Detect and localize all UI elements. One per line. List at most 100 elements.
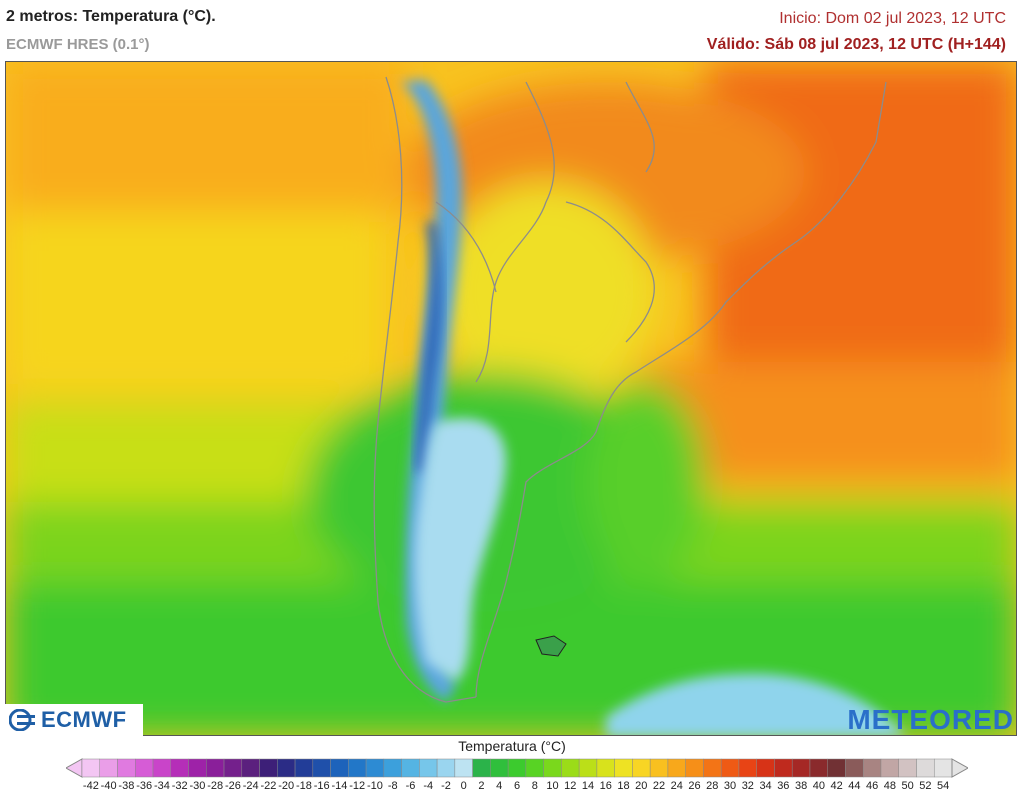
scale-swatch <box>206 758 225 778</box>
scale-swatch <box>312 758 331 778</box>
scale-swatch <box>543 758 562 778</box>
scale-tick-label: -16 <box>313 780 330 792</box>
init-time: Inicio: Dom 02 jul 2023, 12 UTC <box>779 10 1006 27</box>
scale-swatch <box>738 758 757 778</box>
scale-swatch <box>703 758 722 778</box>
scale-swatch <box>667 758 686 778</box>
meteored-logo: METEORED <box>847 704 1014 735</box>
scale-tick-label: 54 <box>936 780 950 792</box>
scale-swatch <box>685 758 704 778</box>
scale-swatch <box>188 758 207 778</box>
scale-swatch <box>578 758 598 778</box>
scale-swatch <box>472 758 491 778</box>
scale-swatch <box>81 758 101 778</box>
scale-tick-label: -32 <box>171 780 188 792</box>
scale-tick-label: 36 <box>777 780 790 792</box>
ecmwf-logo-text: ECMWF <box>41 707 127 732</box>
scale-tick-label: 22 <box>652 780 666 792</box>
scale-tick-label: -6 <box>405 780 416 792</box>
scale-arrow-high <box>951 758 968 778</box>
scale-swatch <box>294 758 314 778</box>
scale-tick-label: -10 <box>367 780 383 792</box>
scale-swatch <box>525 758 544 778</box>
scale-swatch <box>135 758 154 778</box>
scale-tick-label: -40 <box>100 780 117 792</box>
scale-swatch <box>99 758 118 778</box>
scale-swatch <box>614 758 633 778</box>
scale-tick-label: 20 <box>635 780 648 792</box>
scale-tick-label: 52 <box>919 780 932 792</box>
scale-swatch <box>223 758 243 778</box>
scale-swatch <box>401 758 420 778</box>
scale-tick-label: 40 <box>812 780 825 792</box>
scale-swatch <box>596 758 615 778</box>
scale-swatch <box>383 758 402 778</box>
scale-tick-label: 34 <box>759 780 772 792</box>
scale-tick-label: 4 <box>496 780 503 792</box>
scale-swatch <box>898 758 917 778</box>
scale-tick-label: 42 <box>830 780 843 792</box>
scale-tick-label: 16 <box>599 780 612 792</box>
scale-tick-label: 0 <box>460 780 467 792</box>
scale-swatch <box>933 758 953 778</box>
scale-swatch <box>774 758 793 778</box>
scale-swatch <box>845 758 864 778</box>
scale-tick-label: -24 <box>242 780 259 792</box>
color-scale-labels: -42 -40 -38 -36 -34 -32 -30 -28 -26 -24 -22 -20 -18-… <box>66 780 968 796</box>
scale-swatch <box>507 758 527 778</box>
scale-tick-label: -34 <box>153 780 170 792</box>
scale-swatch <box>330 758 349 778</box>
scale-tick-label: -12 <box>349 780 366 792</box>
scale-tick-label: -14 <box>331 780 348 792</box>
scale-swatch <box>419 758 438 778</box>
scale-tick-label: -2 <box>441 780 451 792</box>
scale-swatch <box>756 758 775 778</box>
scale-tick-label: 50 <box>901 780 914 792</box>
scale-swatch <box>916 758 935 778</box>
scale-tick-label: 8 <box>531 780 538 792</box>
scale-tick-label: -36 <box>136 780 153 792</box>
scale-tick-label: 46 <box>865 780 879 792</box>
scale-tick-label: 24 <box>670 780 683 792</box>
scale-swatch <box>454 758 473 778</box>
scale-tick-label: -4 <box>423 780 434 792</box>
scale-swatch <box>170 758 189 778</box>
scale-swatch <box>880 758 899 778</box>
scale-swatch <box>436 758 456 778</box>
scale-swatch <box>348 758 367 778</box>
scale-swatch <box>241 758 260 778</box>
scale-tick-label: 2 <box>478 780 485 792</box>
temperature-map <box>5 61 1017 736</box>
scale-tick-label: -20 <box>278 780 295 792</box>
scale-swatch <box>862 758 882 778</box>
scale-tick-label: 12 <box>564 780 577 792</box>
scale-swatch <box>277 758 296 778</box>
scale-tick-label: 38 <box>794 780 808 792</box>
scale-swatch <box>827 758 846 778</box>
scale-tick-label: 10 <box>546 780 559 792</box>
ecmwf-logo-icon <box>9 709 35 731</box>
scale-swatch <box>791 758 811 778</box>
ecmwf-logo: ECMWF <box>5 704 143 736</box>
scale-tick-label: 18 <box>617 780 630 792</box>
scale-arrow-low <box>66 758 83 778</box>
scale-swatch <box>117 758 136 778</box>
scale-tick-label: 26 <box>688 780 701 792</box>
scale-tick-label: 44 <box>848 780 861 792</box>
scale-tick-label: -38 <box>118 780 135 792</box>
scale-swatch <box>809 758 828 778</box>
scale-tick-label: -8 <box>387 780 398 792</box>
scale-tick-label: -22 <box>260 780 277 792</box>
model-label: ECMWF HRES (0.1°) <box>6 36 150 53</box>
scale-swatch <box>632 758 651 778</box>
valid-time: Válido: Sáb 08 jul 2023, 12 UTC (H+144) <box>706 36 1006 53</box>
scale-swatch <box>152 758 172 778</box>
scale-tick-label: 48 <box>883 780 896 792</box>
scale-tick-label: -18 <box>295 780 312 792</box>
scale-swatch <box>649 758 669 778</box>
color-scale-bar <box>66 758 968 778</box>
scale-swatch <box>561 758 580 778</box>
scale-tick-label: -28 <box>207 780 224 792</box>
scale-tick-label: 14 <box>581 780 595 792</box>
scale-tick-label: 28 <box>706 780 719 792</box>
